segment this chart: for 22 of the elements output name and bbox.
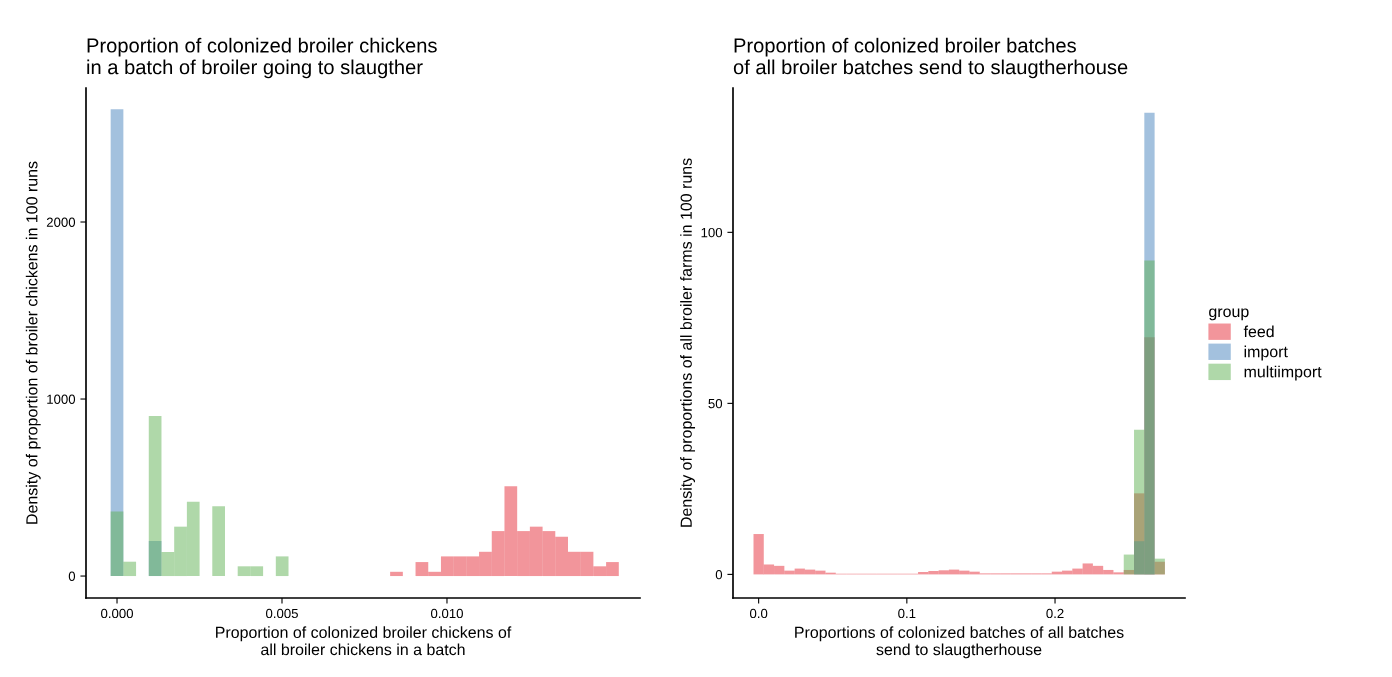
legend-title: group xyxy=(1209,308,1249,321)
chart-title: Proportion of colonized broiler batches of all broiler batches send to slaugtherhouse xyxy=(733,37,1128,79)
x-tick-label: 0.2 xyxy=(1046,608,1064,619)
legend-label: import xyxy=(1244,345,1288,361)
y-tick-label: 0 xyxy=(68,571,76,581)
y-tick-label: 100 xyxy=(701,227,723,238)
x-tick-label: 0.0 xyxy=(749,608,768,619)
x-tick-label: 0.005 xyxy=(266,608,298,619)
y-tick-label: 0 xyxy=(715,569,723,580)
x-axis-title: Proportion of colonized broiler chickens of all broiler chickens in a batch xyxy=(216,626,512,656)
y-tick-label: 50 xyxy=(708,398,723,409)
x-tick-label: 0.010 xyxy=(430,608,463,619)
y-axis-title: Density of proportion of broiler chickens in 100 runs xyxy=(25,161,41,524)
legend-label: feed xyxy=(1243,325,1274,338)
x-axis-title: Proportions of colonized batches of all batches send to slaugtherhouse xyxy=(795,626,1124,659)
chart-title: Proportion of colonized broiler chickens in a batch of broiler going to slaugther xyxy=(87,37,437,79)
legend-label: multiimport xyxy=(1244,365,1322,381)
y-axis-title: Density of proportions of all broiler farms in 100 runs xyxy=(680,158,696,527)
y-tick-label: 1000 xyxy=(47,394,76,404)
x-tick-label: 0.1 xyxy=(898,608,916,619)
x-tick-label: 0.000 xyxy=(101,608,134,619)
y-tick-label: 2000 xyxy=(46,217,76,227)
